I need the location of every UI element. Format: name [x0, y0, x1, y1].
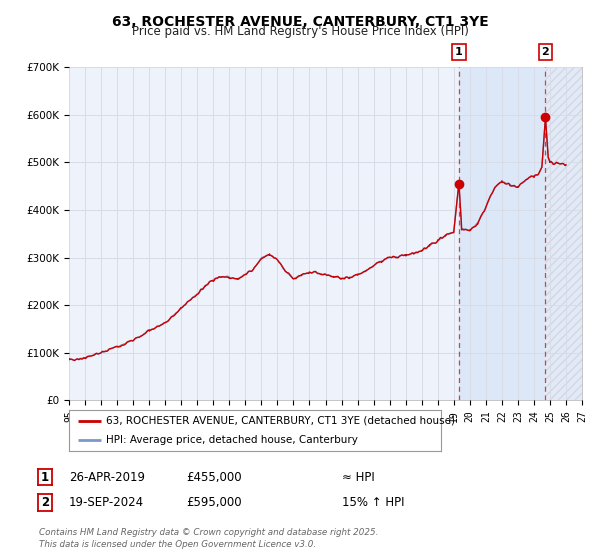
- Text: HPI: Average price, detached house, Canterbury: HPI: Average price, detached house, Cant…: [106, 435, 358, 445]
- Text: 63, ROCHESTER AVENUE, CANTERBURY, CT1 3YE (detached house): 63, ROCHESTER AVENUE, CANTERBURY, CT1 3Y…: [106, 416, 455, 426]
- Text: ≈ HPI: ≈ HPI: [342, 470, 375, 484]
- Text: £455,000: £455,000: [186, 470, 242, 484]
- Bar: [545, 67, 582, 400]
- Text: Contains HM Land Registry data © Crown copyright and database right 2025.
This d: Contains HM Land Registry data © Crown c…: [39, 528, 379, 549]
- Text: 1: 1: [41, 470, 49, 484]
- Text: 19-SEP-2024: 19-SEP-2024: [69, 496, 144, 509]
- Text: 63, ROCHESTER AVENUE, CANTERBURY, CT1 3YE: 63, ROCHESTER AVENUE, CANTERBURY, CT1 3Y…: [112, 15, 488, 29]
- Bar: [545, 67, 582, 400]
- Bar: [459, 67, 545, 400]
- Text: 2: 2: [542, 47, 550, 57]
- Text: 15% ↑ HPI: 15% ↑ HPI: [342, 496, 404, 509]
- Text: 1: 1: [455, 47, 463, 57]
- Text: 26-APR-2019: 26-APR-2019: [69, 470, 145, 484]
- Text: 2: 2: [41, 496, 49, 509]
- Text: Price paid vs. HM Land Registry's House Price Index (HPI): Price paid vs. HM Land Registry's House …: [131, 25, 469, 39]
- Text: £595,000: £595,000: [186, 496, 242, 509]
